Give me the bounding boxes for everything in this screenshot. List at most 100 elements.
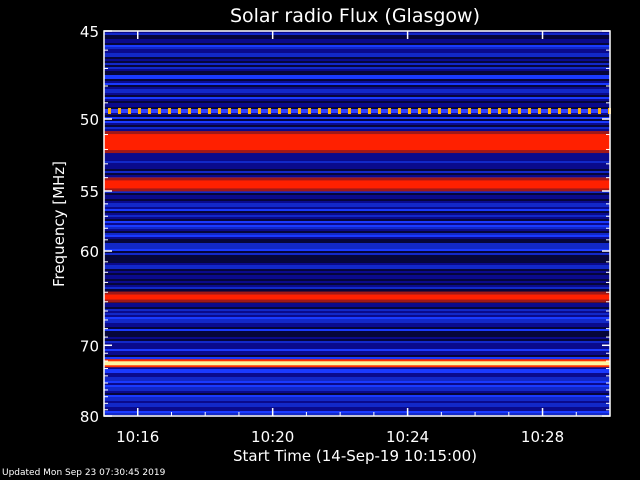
heatmap-row: [104, 69, 610, 71]
heatmap-row: [104, 207, 610, 209]
band-spike: [578, 108, 581, 114]
heatmap-row: [104, 409, 610, 411]
band-spike: [498, 108, 501, 114]
heatmap-row: [104, 307, 610, 309]
heatmap-row: [104, 161, 610, 163]
heatmap-row: [104, 211, 610, 213]
heatmap-row: [104, 53, 610, 55]
heatmap-row: [104, 405, 610, 407]
band-spike: [568, 108, 571, 114]
band-core: [104, 134, 610, 151]
heatmap-row: [104, 371, 610, 373]
y-axis-label: Frequency [MHz]: [50, 161, 68, 287]
band-core: [104, 361, 610, 366]
x-tick-label: 10:16: [116, 428, 159, 446]
heatmap-row: [104, 83, 610, 85]
x-axis: 10:16 10:20 10:24 10:28: [103, 31, 611, 446]
heatmap-row: [104, 213, 610, 215]
band-spike: [548, 108, 551, 114]
heatmap-row: [104, 173, 610, 175]
heatmap-row: [104, 37, 610, 39]
band-spike: [508, 108, 511, 114]
heatmap-row: [104, 115, 610, 117]
heatmap-row: [104, 377, 610, 379]
heatmap-row: [104, 271, 610, 273]
band-spike: [338, 108, 341, 114]
heatmap-row: [104, 231, 610, 233]
heatmap-row: [104, 401, 610, 403]
heatmap-row: [104, 63, 610, 65]
heatmap-row: [104, 321, 610, 323]
heatmap-row: [104, 171, 610, 173]
heatmap-row: [104, 255, 610, 257]
heatmap-row: [104, 397, 610, 399]
y-tick-label: 45: [80, 23, 99, 41]
heatmap-row: [104, 241, 610, 243]
x-tick-label: 10:24: [386, 428, 429, 446]
heatmap-row: [104, 315, 610, 317]
heatmap-row: [104, 51, 610, 53]
band-spike: [308, 108, 311, 114]
heatmap-row: [104, 335, 610, 337]
heatmap-row: [104, 103, 610, 105]
band-spike: [418, 108, 421, 114]
heatmap-row: [104, 385, 610, 387]
band-spike: [388, 108, 391, 114]
band-spike: [408, 108, 411, 114]
heatmap-row: [104, 313, 610, 315]
heatmap-row: [104, 95, 610, 97]
heatmap-row: [104, 87, 610, 89]
y-tick-label: 55: [80, 183, 99, 201]
heatmap-row: [104, 277, 610, 279]
heatmap-row: [104, 395, 610, 397]
band-spike: [398, 108, 401, 114]
heatmap-row: [104, 47, 610, 49]
heatmap-row: [104, 89, 610, 91]
heatmap-row: [104, 327, 610, 329]
heatmap-row: [104, 123, 610, 125]
heatmap-row: [104, 61, 610, 63]
heatmap-row: [104, 339, 610, 341]
heatmap-row: [104, 227, 610, 229]
heatmap-row: [104, 287, 610, 289]
heatmap-row: [104, 167, 610, 169]
band-spike: [328, 108, 331, 114]
heatmap-row: [104, 243, 610, 245]
heatmap-row: [104, 165, 610, 167]
heatmap-row: [104, 347, 610, 349]
heatmap-row: [104, 67, 610, 69]
heatmap-row: [104, 197, 610, 199]
heatmap-row: [104, 119, 610, 121]
band-spike: [468, 108, 471, 114]
heatmap-row: [104, 55, 610, 57]
band-core: [104, 180, 610, 189]
heatmap-row: [104, 221, 610, 223]
band-core: [104, 294, 610, 300]
y-tick-label: 60: [80, 243, 99, 261]
heatmap-row: [104, 117, 610, 119]
heatmap-row: [104, 305, 610, 307]
y-tick-label: 50: [80, 111, 99, 129]
heatmap-row: [104, 77, 610, 79]
heatmap-row: [104, 239, 610, 241]
band-spike: [438, 108, 441, 114]
heatmap-row: [104, 225, 610, 227]
band-spike: [248, 108, 251, 114]
heatmap-row: [104, 79, 610, 81]
heatmap-row: [104, 343, 610, 345]
heatmap-row: [104, 407, 610, 409]
heatmap-row: [104, 355, 610, 357]
band-spike: [348, 108, 351, 114]
heatmap-row: [104, 285, 610, 287]
heatmap-row: [104, 235, 610, 237]
updated-timestamp: Updated Mon Sep 23 07:30:45 2019: [2, 468, 166, 478]
heatmap-row: [104, 311, 610, 313]
heatmap-row: [104, 203, 610, 205]
heatmap-row: [104, 257, 610, 259]
heatmap-row: [104, 91, 610, 93]
heatmap-row: [104, 73, 610, 75]
band-background: [104, 109, 610, 113]
band-spike: [208, 108, 211, 114]
heatmap-row: [104, 153, 610, 155]
heatmap-row: [104, 289, 610, 291]
